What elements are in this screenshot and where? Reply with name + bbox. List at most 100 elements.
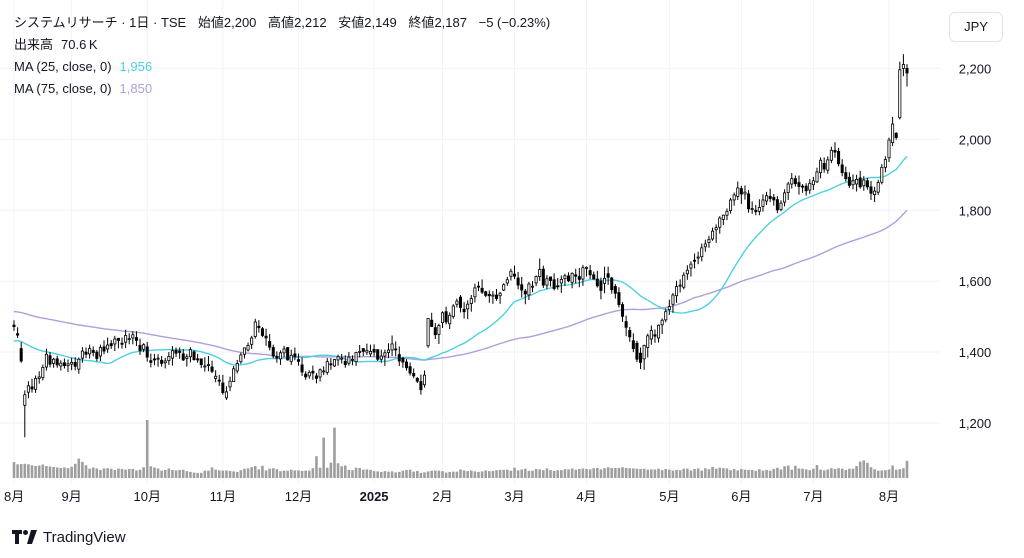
volume-bar	[444, 472, 448, 478]
candle-body	[865, 180, 869, 188]
volume-bar	[430, 470, 433, 478]
volume-bar	[225, 470, 228, 478]
volume-bar	[596, 467, 599, 478]
volume-bar	[632, 468, 635, 478]
volume-legend[interactable]: 出来高 70.6 K	[14, 34, 550, 56]
volume-bar	[520, 469, 524, 478]
volume-bar	[873, 469, 876, 478]
currency-button[interactable]: JPY	[949, 12, 1003, 42]
volume-bar	[765, 469, 768, 478]
candle-body	[221, 382, 225, 393]
candle-body	[433, 327, 437, 336]
price-tick-label: 2,000	[959, 132, 992, 147]
volume-bar	[279, 471, 282, 478]
candle-body	[768, 196, 772, 199]
volume-bar	[189, 471, 192, 478]
volume-bar	[786, 465, 790, 478]
candle-body	[41, 366, 45, 379]
volume-bar	[70, 466, 73, 478]
volume-bar	[433, 470, 437, 478]
volume-bar	[588, 469, 592, 478]
volume-bars	[12, 420, 909, 478]
volume-bar	[682, 468, 686, 478]
candle-body	[282, 348, 286, 354]
high-value: 2,212	[294, 15, 327, 30]
volume-value: 70.6 K	[61, 37, 98, 52]
volume-bar	[397, 471, 401, 478]
candle-body	[804, 185, 808, 192]
candle-body	[84, 351, 88, 355]
volume-bar	[34, 466, 37, 478]
volume-bar	[524, 468, 527, 478]
candle-body	[271, 347, 275, 357]
volume-bar	[725, 468, 729, 478]
volume-bar	[488, 471, 491, 478]
candle-body	[696, 256, 700, 259]
candle-body	[808, 182, 812, 191]
volume-bar	[714, 468, 718, 478]
volume-bar	[556, 470, 560, 478]
candle-body	[178, 350, 182, 353]
volume-bar	[192, 472, 196, 478]
volume-bar	[657, 468, 660, 478]
candle-body	[595, 278, 599, 287]
candle-body	[325, 361, 329, 373]
volume-bar	[837, 468, 840, 478]
candle-body	[891, 123, 895, 143]
candle-body	[170, 350, 174, 359]
volume-bar	[66, 468, 70, 478]
candle-body	[361, 348, 365, 352]
volume-bar	[217, 470, 221, 478]
volume-bar	[289, 469, 293, 478]
candle-body	[585, 266, 589, 269]
candle-body	[754, 209, 758, 213]
tradingview-logo[interactable]: TradingView	[12, 527, 126, 547]
volume-bar	[552, 470, 556, 478]
volume-bar	[747, 469, 750, 478]
time-axis: 8月 9月 10月 11月 12月 2025 2月 3月 4月 5月 6月 7月 8月	[4, 489, 899, 504]
volume-bar	[822, 470, 826, 478]
volume-bar	[199, 472, 203, 478]
close-label: 終値	[408, 15, 435, 30]
candle-body	[368, 351, 372, 355]
candle-body	[16, 333, 20, 336]
volume-bar	[361, 469, 365, 478]
ma75-legend[interactable]: MA (75, close, 0) 1,850	[14, 78, 550, 100]
volume-bar	[830, 468, 833, 478]
candle-body	[621, 304, 625, 317]
candle-body	[509, 270, 513, 277]
candle-body	[440, 312, 445, 324]
volume-bar	[419, 472, 423, 478]
high-label: 高値	[268, 15, 295, 30]
volume-bar	[210, 467, 214, 478]
candle-body	[527, 283, 531, 296]
volume-bar	[343, 465, 347, 478]
volume-bar	[531, 470, 534, 478]
candle-body	[383, 352, 387, 357]
open-value: 2,200	[223, 15, 257, 30]
volume-bar	[315, 456, 318, 478]
candle-body	[246, 344, 250, 351]
symbol-label[interactable]: システムリサーチ · 1日 · TSE	[14, 15, 187, 30]
volume-bar	[617, 467, 621, 478]
volume-bar	[52, 466, 55, 478]
candle-body	[376, 349, 380, 360]
volume-bar	[480, 471, 484, 478]
volume-bar	[484, 470, 488, 478]
volume-bar	[470, 470, 473, 478]
candle-body	[124, 335, 128, 343]
volume-bar	[848, 468, 851, 478]
candle-body	[783, 192, 787, 203]
ma25-legend[interactable]: MA (25, close, 0) 1,956	[14, 56, 550, 78]
volume-bar	[174, 470, 178, 478]
candle-body	[397, 354, 401, 362]
candle-body	[311, 370, 315, 374]
candle-body	[905, 67, 909, 74]
volume-bar	[358, 467, 361, 478]
volume-bar	[45, 466, 48, 478]
candle-body	[876, 182, 880, 193]
candle-body	[80, 350, 84, 359]
candle-body	[379, 355, 383, 360]
volume-bar	[437, 470, 441, 478]
